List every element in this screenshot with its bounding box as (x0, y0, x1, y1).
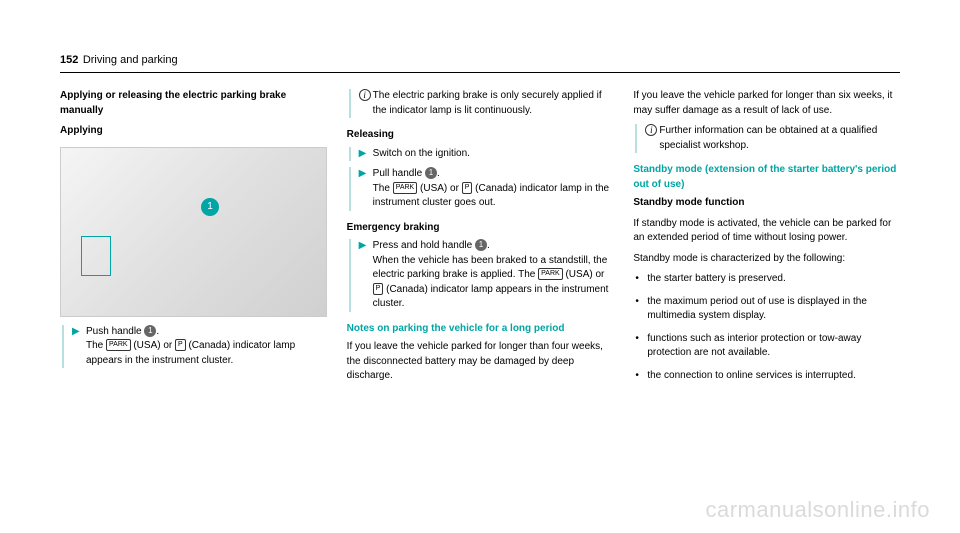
switch-instruction: ▶ Switch on the ignition. (349, 147, 614, 162)
circle-1-icon: 1 (425, 167, 437, 179)
main-heading: Applying or releasing the electric parki… (60, 89, 327, 118)
dashboard-figure: 1 (60, 147, 327, 317)
standby-heading: Standby mode (extension of the starter b… (633, 163, 900, 192)
arrow-icon: ▶ (359, 147, 373, 162)
info-icon: i (645, 124, 659, 153)
push-text: Push handle 1. The PARK (USA) or P (Cana… (86, 325, 327, 369)
page-number: 152 (60, 54, 78, 66)
list-item: the connection to online services is int… (633, 369, 900, 384)
push-instruction: ▶ Push handle 1. The PARK (USA) or P (Ca… (62, 325, 327, 369)
standby-bullets: the starter battery is preserved. the ma… (633, 272, 900, 383)
column-1: Applying or releasing the electric parki… (60, 89, 327, 391)
pull-text: Pull handle 1. The PARK (USA) or P (Cana… (373, 167, 614, 211)
info-note-1: i The electric parking brake is only sec… (349, 89, 614, 118)
arrow-icon: ▶ (72, 325, 86, 369)
applying-heading: Applying (60, 124, 327, 139)
p-icon: P (175, 339, 186, 351)
info-icon: i (359, 89, 373, 118)
content-columns: Applying or releasing the electric parki… (60, 89, 900, 391)
park-icon: PARK (538, 268, 563, 280)
char-text: Standby mode is characterized by the fol… (633, 252, 900, 267)
arrow-icon: ▶ (359, 167, 373, 211)
list-item: the maximum period out of use is display… (633, 295, 900, 324)
releasing-heading: Releasing (347, 128, 614, 143)
p-icon: P (373, 283, 384, 295)
function-text: If standby mode is activated, the vehicl… (633, 217, 900, 246)
intro-text: If you leave the vehicle parked for long… (633, 89, 900, 118)
list-item: the starter battery is preserved. (633, 272, 900, 287)
column-2: i The electric parking brake is only sec… (347, 89, 614, 391)
park-icon: PARK (393, 182, 418, 194)
p-icon: P (462, 182, 473, 194)
column-3: If you leave the vehicle parked for long… (633, 89, 900, 391)
emergency-heading: Emergency braking (347, 221, 614, 236)
section-title: Driving and parking (83, 54, 178, 66)
figure-marker-1: 1 (201, 198, 219, 216)
circle-1-icon: 1 (144, 325, 156, 337)
notes-heading: Notes on parking the vehicle for a long … (347, 322, 614, 337)
emergency-instruction: ▶ Press and hold handle 1. When the vehi… (349, 239, 614, 312)
info-note-2: i Further information can be obtained at… (635, 124, 900, 153)
function-heading: Standby mode function (633, 196, 900, 211)
park-icon: PARK (106, 339, 131, 351)
pull-instruction: ▶ Pull handle 1. The PARK (USA) or P (Ca… (349, 167, 614, 211)
arrow-icon: ▶ (359, 239, 373, 312)
watermark: carmanualsonline.info (705, 497, 930, 523)
figure-highlight-box (81, 236, 111, 276)
list-item: functions such as interior protection or… (633, 332, 900, 361)
notes-text: If you leave the vehicle parked for long… (347, 340, 614, 384)
page-header: 152 Driving and parking (60, 50, 900, 73)
circle-1-icon: 1 (475, 239, 487, 251)
emergency-text: Press and hold handle 1. When the vehicl… (373, 239, 614, 312)
manual-page: 152 Driving and parking Applying or rele… (0, 0, 960, 431)
